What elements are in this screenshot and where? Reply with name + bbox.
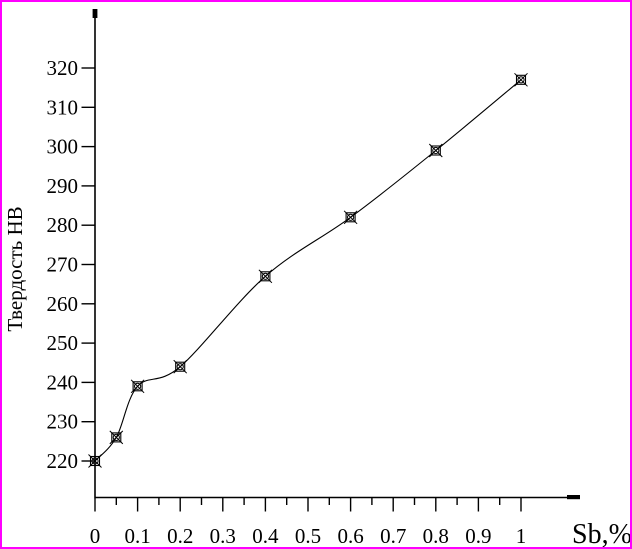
x-axis-title: Sb,% (572, 519, 630, 547)
y-tick-label: 260 (47, 292, 79, 316)
y-tick-label: 250 (47, 331, 79, 355)
marker-square (111, 432, 122, 443)
y-axis-title: Твердость НВ (3, 206, 27, 331)
marker-circle (176, 363, 184, 371)
x-tick-label: 0.4 (252, 524, 279, 547)
data-marker (343, 210, 358, 225)
data-marker (109, 430, 124, 445)
marker-circle (91, 457, 99, 465)
marker-circle (261, 272, 269, 280)
axes-group (92, 9, 580, 500)
marker-square (175, 361, 186, 372)
marker-circle (134, 382, 142, 390)
data-marker (130, 379, 145, 394)
x-tick-label: 0.9 (465, 524, 491, 547)
data-marker (88, 454, 102, 468)
data-marker (428, 143, 443, 158)
marker-square (260, 271, 271, 282)
marker-square (89, 455, 101, 467)
x-axis-arrow (567, 495, 580, 500)
tick-labels-group: 220 230 240 250 260 270 280 290 300 310 320 0 0.1 0.2… (47, 56, 527, 547)
x-tick-label: 0.8 (423, 524, 449, 547)
marker-square (132, 381, 143, 392)
marker-circle (432, 146, 440, 155)
x-tick-label: 0.5 (295, 524, 321, 547)
x-tick-label: 0.1 (124, 524, 150, 547)
y-tick-label: 300 (47, 135, 79, 159)
marker-square (430, 145, 441, 156)
curve-group (94, 79, 522, 462)
data-marker (173, 359, 188, 374)
y-tick-label: 230 (47, 410, 79, 434)
x-tick-label: 0.7 (380, 524, 406, 547)
x-tick-label: 0.2 (167, 524, 193, 547)
ticks-group (81, 67, 522, 512)
marker-circle (112, 433, 120, 441)
marker-circle (347, 213, 355, 221)
y-axis-arrow (92, 9, 98, 18)
y-tick-label: 310 (47, 95, 79, 119)
x-tick-label: 0.6 (337, 524, 363, 547)
y-tick-label: 240 (47, 370, 79, 394)
x-tick-label: 0 (90, 524, 101, 547)
y-tick-label: 320 (47, 56, 79, 80)
y-tick-label: 220 (47, 449, 79, 473)
y-tick-label: 280 (47, 213, 79, 237)
data-marker (514, 72, 528, 87)
y-tick-label: 290 (47, 174, 79, 198)
marker-circle (517, 76, 525, 84)
data-curve (94, 79, 522, 462)
marker-square (515, 74, 527, 85)
x-tick-label: 1 (516, 524, 527, 547)
marker-square (345, 212, 356, 223)
data-marker (258, 269, 273, 284)
x-tick-label: 0.3 (210, 524, 236, 547)
markers-group (88, 72, 528, 468)
y-tick-label: 270 (47, 253, 79, 277)
